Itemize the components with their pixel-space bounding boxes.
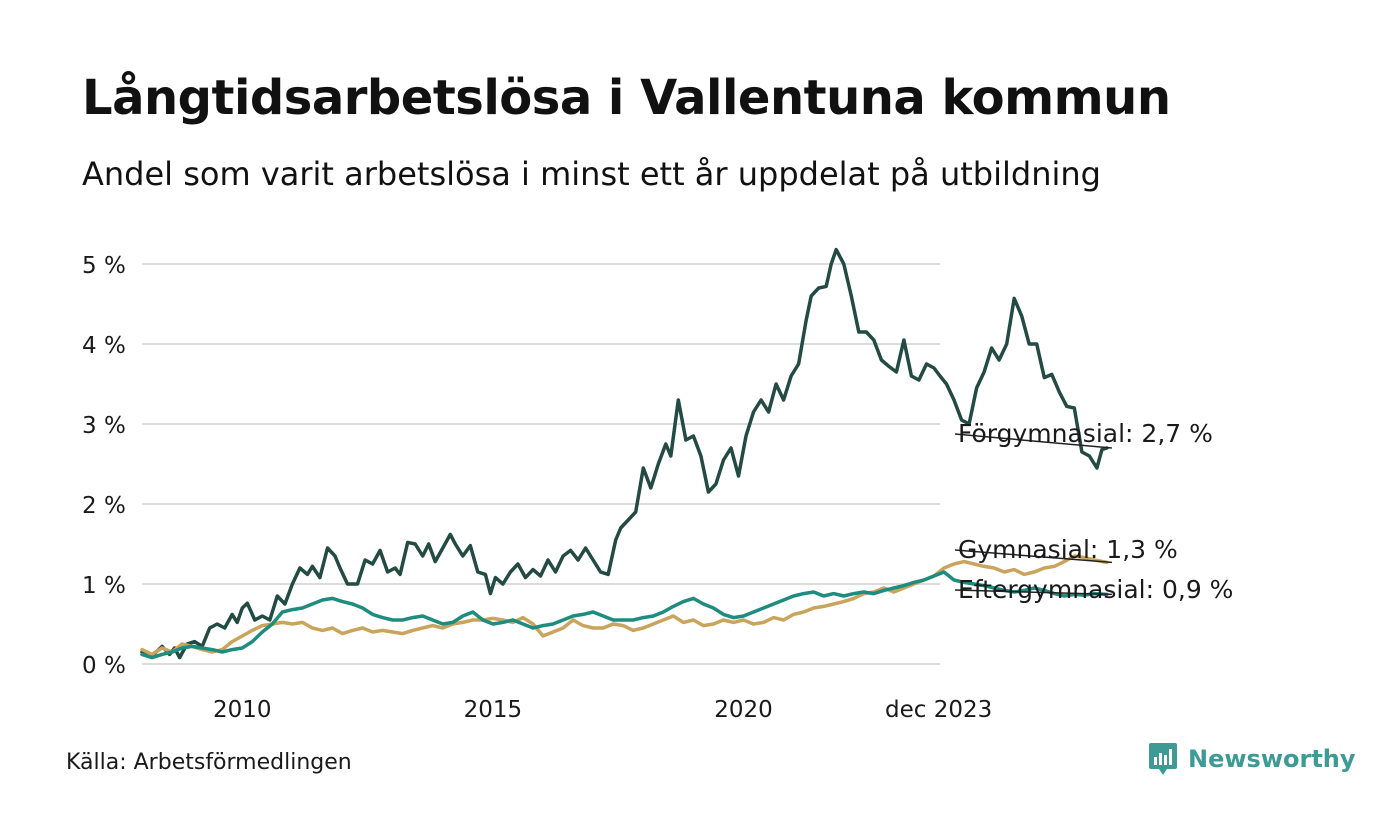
y-tick-label: 3 %: [82, 413, 126, 439]
x-tick-label: dec 2023: [885, 697, 992, 723]
series-line-eftergymnasial: [140, 570, 1109, 660]
label-leader-förgymnasial: [954, 433, 1112, 449]
series-line-gymnasial: [140, 554, 1109, 657]
x-axis: 2010 2015 2020 dec 2023: [213, 697, 992, 723]
gridlines: [142, 263, 940, 665]
y-tick-label: 2 %: [82, 493, 126, 519]
y-tick-label: 5 %: [82, 253, 126, 279]
y-tick-label: 0 %: [82, 653, 126, 679]
label-leader-gymnasial: [954, 549, 1112, 564]
line-chart: 0 %1 %2 %3 %4 %5 % 2010 2015 2020 dec 2023 …: [82, 247, 1233, 723]
source-note: Källa: Arbetsförmedlingen: [66, 750, 352, 775]
x-tick-label: 2010: [213, 697, 272, 723]
series-label-gymnasial: Gymnasial: 1,3 %: [958, 535, 1178, 564]
y-tick-label: 1 %: [82, 573, 126, 599]
newsworthy-icon: [1149, 743, 1177, 775]
chart-subtitle: Andel som varit arbetslösa i minst ett å…: [82, 155, 1101, 193]
series-label-eftergymnasial: Eftergymnasial: 0,9 %: [958, 575, 1233, 604]
x-tick-label: 2020: [714, 697, 773, 723]
brand-name: Newsworthy: [1188, 745, 1356, 773]
x-tick-label: 2015: [464, 697, 523, 723]
chart-title: Långtidsarbetslösa i Vallentuna kommun: [82, 70, 1171, 126]
series-lines: [140, 247, 1109, 660]
y-axis: 0 % 1 % 2 % 3 % 4 % 5 %: [82, 253, 126, 679]
newsworthy-logo: Newsworthy: [1148, 742, 1356, 776]
label-leader-eftergymnasial: [954, 589, 1112, 596]
series-labels: Förgymnasial: 2,7 % Gymnasial: 1,3 % Efter…: [954, 419, 1233, 604]
series-line-förgymnasial: [140, 247, 1109, 660]
series-label-förgymnasial: Förgymnasial: 2,7 %: [958, 419, 1213, 448]
y-tick-label: 4 %: [82, 333, 126, 359]
